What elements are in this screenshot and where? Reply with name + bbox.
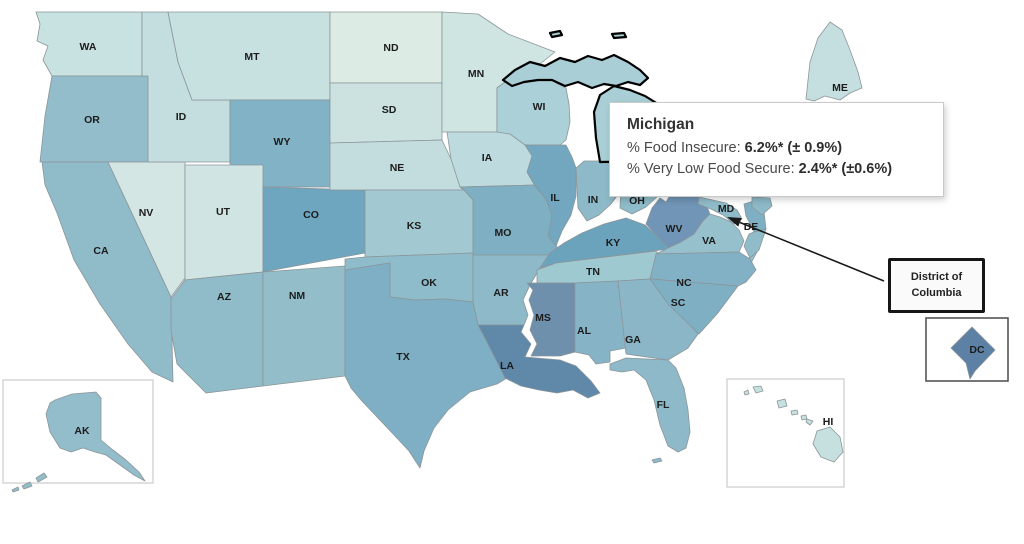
- arrow-head-icon: [727, 217, 742, 227]
- tooltip-row2-value: 2.4%* (±0.6%): [798, 161, 893, 178]
- state-IL[interactable]: [524, 144, 577, 247]
- state-SC[interactable]: [649, 278, 739, 335]
- tooltip-row-food-insecure: % Food Insecure: 6.2%* (± 0.9%): [627, 138, 927, 160]
- tooltip-row-very-low-food-secure: % Very Low Food Secure: 2.4%* (±0.6%): [627, 159, 927, 181]
- state-ME[interactable]: [805, 21, 863, 102]
- state-HI[interactable]: [743, 385, 844, 463]
- state-WA[interactable]: [35, 11, 143, 77]
- tooltip-row1-value: 6.2%* (± 0.9%): [744, 139, 843, 156]
- state-UT[interactable]: [184, 164, 264, 281]
- dc-callout-line2: Columbia: [911, 286, 962, 299]
- state-OR[interactable]: [39, 75, 149, 163]
- state-AL[interactable]: [574, 280, 627, 365]
- michigan-tooltip: Michigan % Food Insecure: 6.2%* (± 0.9%)…: [609, 102, 944, 197]
- state-ND[interactable]: [329, 11, 443, 84]
- dc-callout-box: District of Columbia: [888, 258, 985, 313]
- tooltip-row2-label: % Very Low Food Secure:: [627, 161, 799, 178]
- state-NE[interactable]: [329, 139, 465, 191]
- state-NJ[interactable]: [751, 196, 773, 216]
- dc-callout-arrow: [727, 217, 885, 282]
- state-TX[interactable]: [344, 262, 508, 469]
- state-NM[interactable]: [262, 265, 346, 387]
- state-AK[interactable]: [11, 391, 146, 493]
- state-DC[interactable]: [950, 326, 996, 380]
- state-AZ[interactable]: [170, 271, 264, 394]
- state-SD[interactable]: [329, 82, 443, 144]
- state-FL[interactable]: [609, 357, 691, 464]
- dc-callout-line1: District of: [910, 271, 963, 284]
- state-MT[interactable]: [167, 11, 331, 101]
- state-LA[interactable]: [477, 324, 601, 399]
- state-MS[interactable]: [526, 282, 576, 357]
- tooltip-row1-label: % Food Insecure:: [627, 139, 745, 156]
- state-KS[interactable]: [364, 189, 474, 258]
- tooltip-title: Michigan: [627, 116, 695, 133]
- arrow-line: [739, 221, 885, 282]
